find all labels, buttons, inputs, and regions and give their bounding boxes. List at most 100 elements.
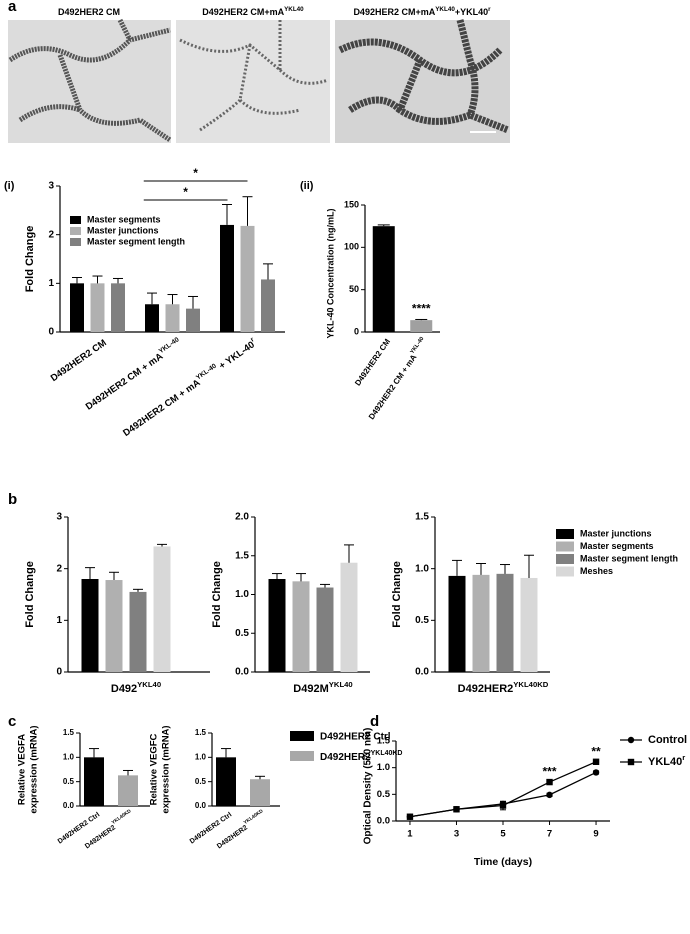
bar (90, 283, 105, 332)
x-tick-label: 7 (547, 829, 552, 840)
bar (240, 225, 255, 332)
image-title-part: YKL40 (284, 6, 304, 13)
bar (145, 304, 159, 332)
bar (220, 224, 234, 332)
x-axis-label-part: YKL40 (329, 680, 353, 689)
y-tick-label: 100 (344, 242, 359, 252)
significance-label: * (193, 166, 198, 180)
legend-swatch (290, 731, 314, 741)
bar (340, 562, 358, 672)
legend-label: Meshes (580, 566, 613, 576)
y-tick-label: 50 (349, 284, 359, 294)
bar (81, 579, 99, 672)
image-title-part: D492HER2 CM (58, 7, 120, 17)
legend-label: YKL40r (648, 753, 685, 768)
legend-swatch (556, 566, 574, 577)
error-bar (296, 573, 306, 582)
bar (496, 573, 514, 672)
legend-label: Master junctions (580, 528, 652, 538)
bar (261, 279, 275, 332)
image-title-part: YKL40 (435, 6, 455, 13)
image-title-part: r (488, 6, 491, 13)
legend-label: D492HER2YKL40KD (320, 750, 403, 763)
y-tick-label: 1.0 (377, 762, 390, 773)
significance-label: **** (412, 302, 431, 316)
legend-swatch (556, 554, 574, 564)
legend-label-part: YKL40 (648, 756, 682, 768)
x-tick-label: D492HER2 CM + mA YKL-40 + YKL-40r (120, 336, 259, 439)
x-tick-label-part: D492HER2 (216, 824, 249, 850)
micrograph (176, 20, 330, 143)
x-tick-label-part: YKL40KD (111, 808, 133, 826)
y-axis-label: Relative VEGFA (17, 734, 28, 805)
x-tick-label-part: D492HER2 CM + mA (121, 377, 202, 439)
legend-swatch (556, 529, 574, 539)
bar (250, 779, 270, 806)
error-bar (92, 275, 103, 284)
y-tick-label: 0 (48, 327, 54, 338)
bar (165, 304, 180, 332)
y-tick-label: 3 (56, 512, 62, 523)
legend-label: Control (648, 734, 687, 746)
bar (448, 575, 466, 672)
legend-swatch (556, 541, 574, 552)
x-axis-label-part: D492 (111, 683, 137, 695)
y-axis-label: Fold Change (24, 226, 36, 293)
y-tick-label: 1.5 (195, 728, 207, 737)
bar (105, 580, 123, 672)
legend-label: Master segments (580, 541, 654, 551)
legend-label-part: r (682, 753, 685, 762)
x-axis-label: D492YKL40 (111, 680, 161, 695)
micrograph (335, 20, 510, 143)
x-tick-label: 5 (500, 829, 506, 840)
y-axis-label: YKL-40 Concentration (ng/mL) (325, 208, 335, 338)
marker (499, 802, 507, 809)
error-bar (242, 196, 253, 226)
marker (592, 769, 600, 776)
error-bar (147, 292, 157, 305)
error-bar (85, 567, 95, 579)
legend-swatch (70, 216, 81, 224)
x-axis-label-part: YKL40 (137, 680, 161, 689)
legend-swatch (290, 751, 314, 761)
bar (268, 579, 286, 672)
x-tick-label-part: + YKL-40 (215, 339, 257, 373)
x-tick-label: D492HER2YKL40KD (214, 808, 268, 850)
y-axis-label: Relative VEGFC (149, 733, 160, 805)
x-tick-label: 1 (407, 829, 413, 840)
error-bar (133, 588, 143, 592)
image-title-part: D492HER2 CM+mA (202, 7, 284, 17)
y-tick-label: 0.0 (195, 801, 207, 810)
x-tick-label-part: r (249, 336, 255, 343)
image-title-part: D492HER2 CM+mA (353, 7, 435, 17)
x-axis-label-part: D492M (293, 683, 328, 695)
x-axis-label: D492MYKL40 (293, 680, 352, 695)
micrographs (8, 18, 510, 143)
y-tick-label: 1.5 (415, 512, 429, 523)
y-tick-label: 2 (56, 563, 62, 574)
y-axis-label: expression (mRNA) (161, 725, 172, 813)
marker (406, 813, 414, 820)
y-tick-label: 1.0 (63, 752, 75, 761)
legend-label: D492HER2 Ctrl (320, 732, 391, 743)
y-tick-label: 1 (56, 615, 62, 626)
x-tick-label: D492HER2 CM (353, 337, 392, 388)
bar (520, 577, 538, 672)
error-bar (320, 583, 330, 588)
y-tick-label: 1.5 (377, 736, 391, 747)
legend-swatch (70, 238, 81, 246)
bar (84, 757, 104, 806)
error-bar (113, 277, 123, 284)
panel-label: a (8, 0, 17, 15)
x-tick-label: D492HER2 CM + mAYKL-40 (366, 336, 430, 421)
x-tick-label-part: D492HER2 (84, 824, 117, 850)
significance-label: ** (591, 744, 601, 758)
y-tick-label: 0.0 (235, 667, 249, 678)
y-tick-label: 0.5 (415, 615, 429, 626)
panel-label: (ii) (300, 180, 314, 192)
legend-label-part: YKL40KD (371, 750, 403, 757)
error-bar (452, 559, 462, 576)
bar (186, 308, 200, 332)
y-tick-label: 0.5 (235, 628, 249, 639)
x-tick-label: 3 (454, 829, 459, 840)
